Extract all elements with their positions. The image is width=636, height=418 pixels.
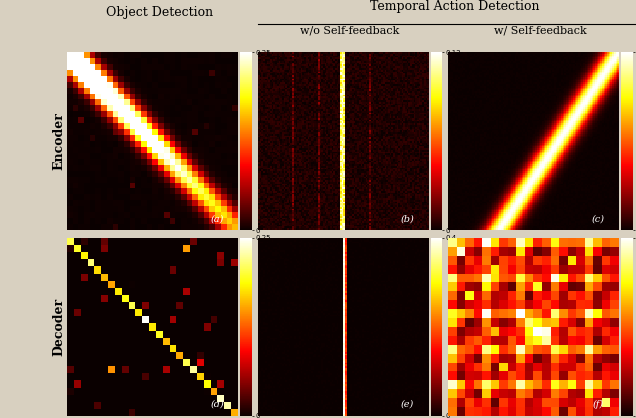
Text: w/o Self-feedback: w/o Self-feedback <box>300 25 400 35</box>
Text: (c): (c) <box>591 214 604 223</box>
Text: Object Detection: Object Detection <box>106 6 213 19</box>
Text: (e): (e) <box>401 400 414 409</box>
Text: w/ Self-feedback: w/ Self-feedback <box>494 25 587 35</box>
Text: Decoder: Decoder <box>52 298 65 356</box>
Text: (d): (d) <box>210 400 224 409</box>
Text: Encoder: Encoder <box>52 112 65 171</box>
Text: (f): (f) <box>592 400 604 409</box>
Text: (b): (b) <box>401 214 414 223</box>
Text: Temporal Action Detection: Temporal Action Detection <box>370 0 539 13</box>
Text: (a): (a) <box>211 214 224 223</box>
